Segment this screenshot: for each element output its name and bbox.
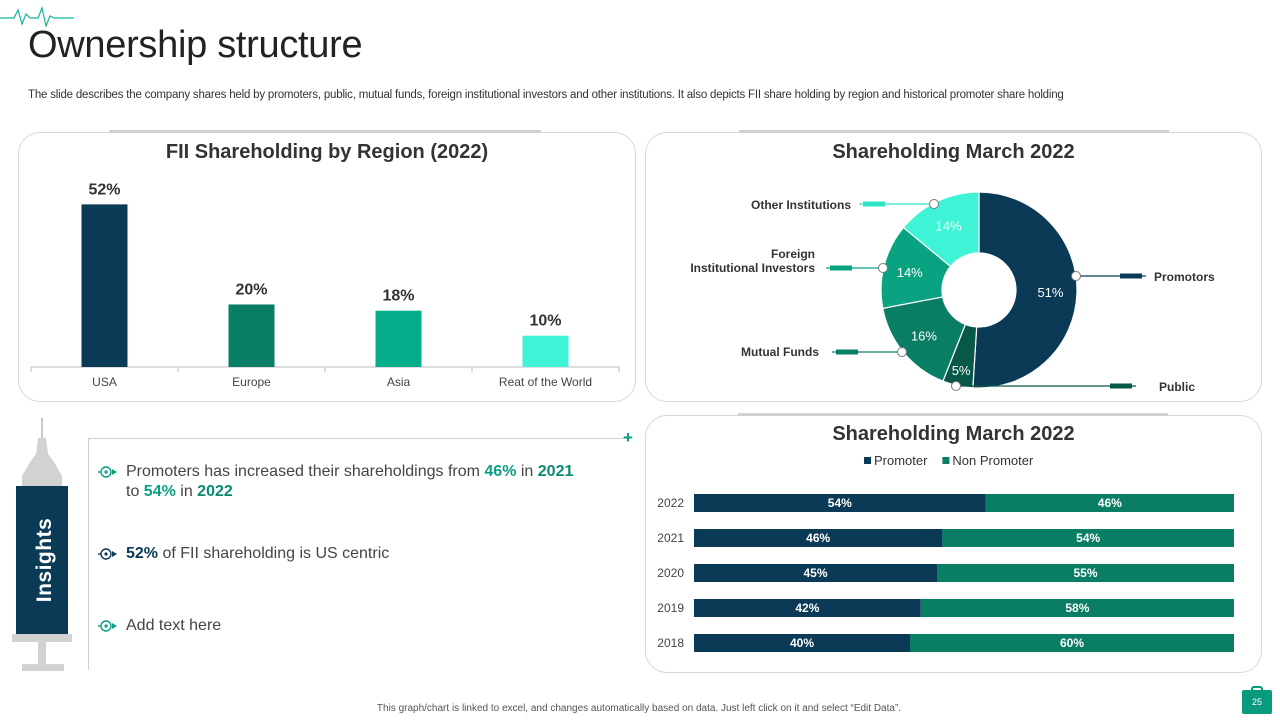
promoter-stacked-chart: Promoter Non Promoter 2022 54% 46% 2021 46% 54%…	[657, 453, 1234, 652]
legend-label: Non Promoter	[952, 453, 1034, 468]
slice-value-label: 16%	[911, 329, 937, 344]
stacked-value-label: 54%	[1076, 531, 1100, 545]
fii-chart-title: FII Shareholding by Region (2022)	[165, 141, 489, 163]
add-insight-icon[interactable]: +	[623, 428, 633, 447]
slice-name-label: Promotors	[1154, 270, 1215, 284]
legend-label: Promoter	[874, 453, 928, 468]
bar-europe	[228, 304, 275, 367]
callout-dot	[929, 199, 939, 209]
donut-slice-promotors	[972, 191, 1078, 389]
page-subtitle: The slide describes the company shares h…	[28, 89, 1064, 101]
callout-dot	[1071, 271, 1081, 281]
insight-item: 52% of FII shareholding is US centric	[98, 544, 389, 564]
target-arrow-icon	[98, 466, 117, 478]
shareholding-donut-chart: 51% 5% 16% 14% 14% Promotors Public Mutual Fund…	[690, 191, 1215, 394]
shareholding-donut-panel: Shareholding March 2022 51% 5% 16% 14% 14% Pr…	[645, 130, 1262, 402]
slice-value-label: 14%	[897, 265, 923, 280]
stacked-value-label: 46%	[806, 531, 830, 545]
year-label: 2022	[657, 496, 684, 510]
stacked-value-label: 58%	[1065, 601, 1089, 615]
year-label: 2019	[657, 601, 684, 615]
page-number: 25	[1242, 690, 1272, 714]
slice-value-label: 14%	[936, 218, 962, 233]
insight-text[interactable]: Add text here	[126, 617, 222, 634]
slice-name-label: Public	[1159, 380, 1195, 394]
stacked-bar-non-promoter	[920, 599, 1234, 617]
bar-asia	[375, 310, 422, 367]
stacked-bar-promoter	[694, 599, 921, 617]
slice-name-label: Mutual Funds	[741, 345, 819, 359]
promoter-history-panel: Shareholding March 2022 Promoter Non Prom…	[645, 413, 1262, 673]
donut-chart-title: Shareholding March 2022	[832, 141, 1075, 163]
legend-swatch	[942, 457, 950, 464]
syringe-icon	[836, 349, 858, 355]
category-label: USA	[92, 375, 117, 389]
bar-value-label: 18%	[382, 288, 414, 305]
bar-value-label: 20%	[235, 281, 267, 298]
legend-swatch	[864, 457, 871, 464]
stacked-bar-promoter	[694, 564, 937, 582]
bar-value-label: 10%	[529, 313, 561, 330]
slice-value-label: 5%	[952, 363, 971, 378]
syringe-icon	[830, 265, 852, 271]
target-arrow-icon	[98, 548, 117, 560]
insight-text: 52% of FII shareholding is US centric	[126, 545, 390, 562]
bar-usa	[81, 204, 128, 367]
panel-accent-line	[109, 130, 541, 133]
category-label: Reat of the World	[499, 375, 592, 389]
fii-bar-chart: 52% USA 20% Europe 18% Asia 10% Reat of the Wor…	[30, 181, 620, 389]
stacked-value-label: 60%	[1060, 636, 1084, 650]
donut-slice-other-institutions	[902, 191, 980, 268]
stacked-chart-title: Shareholding March 2022	[832, 423, 1075, 445]
stacked-value-label: 55%	[1073, 566, 1097, 580]
stacked-bar-promoter	[694, 494, 986, 512]
syringe-icon	[1110, 383, 1132, 389]
year-label: 2021	[657, 531, 684, 545]
year-label: 2018	[657, 636, 684, 650]
callout-dot	[878, 263, 888, 273]
fii-region-panel: FII Shareholding by Region (2022) 52% USA…	[18, 130, 636, 402]
stacked-value-label: 40%	[790, 636, 814, 650]
category-label: Asia	[387, 375, 411, 389]
insights-frame	[88, 438, 630, 670]
stacked-bar-promoter	[694, 529, 943, 547]
footer-note: This graph/chart is linked to excel, and…	[376, 703, 902, 714]
stacked-value-label: 54%	[828, 496, 852, 510]
insight-item: Add text here	[98, 616, 221, 636]
callout-dot	[951, 381, 961, 391]
bar-reat-of-the-world	[522, 335, 569, 367]
bar-value-label: 52%	[88, 181, 120, 198]
heartbeat-icon	[0, 5, 74, 28]
year-label: 2020	[657, 566, 684, 580]
syringe-icon	[1120, 273, 1142, 279]
insight-item: Promoters has increased their shareholdi…	[98, 462, 573, 502]
stacked-value-label: 46%	[1098, 496, 1122, 510]
slice-name-label: Foreign	[771, 247, 815, 261]
category-label: Europe	[232, 375, 271, 389]
stacked-bar-non-promoter	[937, 564, 1234, 582]
stacked-value-label: 42%	[795, 601, 819, 615]
target-arrow-icon	[98, 620, 117, 632]
insights-label: Insights	[33, 517, 56, 603]
insight-text: Promoters has increased their shareholdi…	[126, 463, 574, 500]
syringe-graphic	[12, 418, 72, 671]
panel-accent-line	[738, 413, 1168, 416]
briefcase-handle-icon	[1251, 686, 1263, 691]
panel-accent-line	[739, 130, 1169, 133]
stacked-bar-promoter	[694, 634, 910, 652]
page-title: Ownership structure	[28, 24, 363, 66]
callout-dot	[897, 347, 907, 357]
slice-name-label: Institutional Investors	[690, 261, 815, 275]
slice-value-label: 51%	[1037, 285, 1063, 300]
slice-name-label: Other Institutions	[751, 198, 851, 212]
syringe-icon	[863, 201, 885, 207]
stacked-bar-non-promoter	[910, 634, 1234, 652]
stacked-value-label: 45%	[803, 566, 827, 580]
stacked-bar-non-promoter	[985, 494, 1234, 512]
stacked-bar-non-promoter	[942, 529, 1234, 547]
